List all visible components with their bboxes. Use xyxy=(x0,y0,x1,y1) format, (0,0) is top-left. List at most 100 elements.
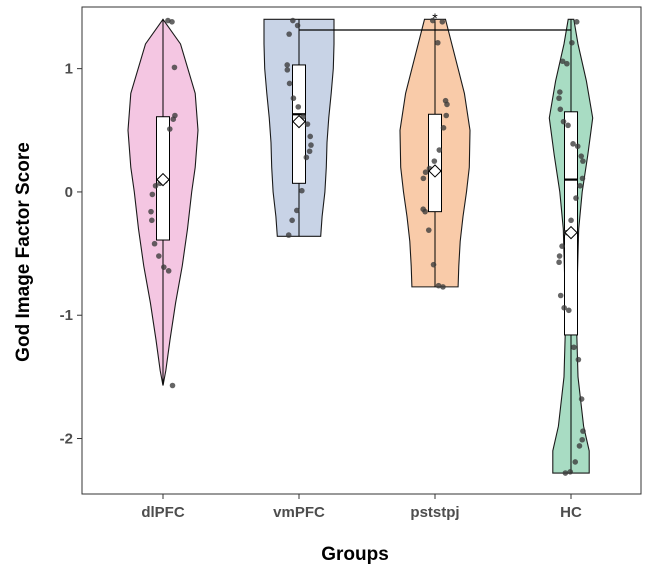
data-point xyxy=(569,39,575,46)
data-point xyxy=(290,95,297,102)
data-point xyxy=(295,104,302,110)
data-point xyxy=(169,382,176,389)
data-point xyxy=(149,191,156,198)
violin-layer xyxy=(127,17,594,476)
data-point xyxy=(306,148,313,155)
x-axis: dlPFC vmPFC pststpj HC xyxy=(141,494,582,521)
data-point xyxy=(286,31,292,37)
violin-group-pststpj xyxy=(399,17,471,290)
significance-label: * xyxy=(432,10,438,26)
data-point xyxy=(557,106,564,113)
data-point xyxy=(444,101,450,108)
data-point xyxy=(151,240,158,247)
data-point xyxy=(580,158,586,164)
data-point xyxy=(562,470,569,476)
data-point xyxy=(171,64,178,71)
data-point xyxy=(576,443,583,449)
iqr-box xyxy=(564,111,578,336)
data-point xyxy=(429,17,436,24)
data-point xyxy=(431,158,438,164)
x-tick-label: pststpj xyxy=(410,504,459,521)
data-point xyxy=(422,208,428,215)
y-tick-label: 0 xyxy=(65,184,73,201)
data-point xyxy=(307,133,314,140)
x-tick-label: vmPFC xyxy=(273,504,325,521)
data-point xyxy=(559,58,566,65)
data-point xyxy=(443,112,450,119)
data-point xyxy=(161,264,167,270)
data-point xyxy=(304,121,311,127)
data-point xyxy=(170,116,177,122)
data-point xyxy=(557,292,564,299)
y-tick-label: -1 xyxy=(60,307,73,324)
data-point xyxy=(579,436,586,443)
data-point xyxy=(420,175,427,182)
y-tick-label: -2 xyxy=(60,431,73,448)
data-point xyxy=(578,153,585,159)
data-point xyxy=(148,208,154,215)
data-point xyxy=(294,22,301,29)
x-tick-label: dlPFC xyxy=(141,504,184,521)
data-point xyxy=(578,396,585,402)
data-point xyxy=(579,175,586,182)
y-tick-label: 1 xyxy=(65,61,73,78)
data-point xyxy=(425,227,432,233)
data-point xyxy=(149,217,155,224)
data-point xyxy=(430,261,437,268)
significance-bracket: * xyxy=(299,10,571,31)
data-point xyxy=(436,147,443,153)
mean-diamond xyxy=(564,225,578,240)
data-point xyxy=(435,282,442,289)
data-point xyxy=(564,60,570,67)
data-point xyxy=(567,469,574,475)
y-axis-title: God Image Factor Score xyxy=(13,142,34,362)
data-point xyxy=(299,187,305,194)
data-point xyxy=(573,18,580,25)
data-point xyxy=(568,217,574,224)
data-point xyxy=(570,141,576,147)
data-point xyxy=(580,428,586,434)
violin-group-dlpfc xyxy=(127,17,199,389)
violin-group-hc xyxy=(548,18,594,476)
data-point xyxy=(289,217,295,224)
data-point xyxy=(169,18,175,25)
data-point xyxy=(571,344,577,351)
data-point xyxy=(422,169,429,176)
data-point xyxy=(575,356,582,363)
data-point xyxy=(557,89,563,95)
data-point xyxy=(434,39,441,46)
violin-group-vmpfc xyxy=(263,17,335,238)
data-point xyxy=(439,18,446,25)
mean-diamond xyxy=(292,114,306,129)
y-axis: 1 0 -1 -2 xyxy=(60,61,82,448)
data-point xyxy=(559,243,565,249)
data-point xyxy=(560,118,567,125)
data-point xyxy=(573,195,579,201)
data-point xyxy=(152,182,159,189)
mean-diamond xyxy=(156,172,170,187)
data-point xyxy=(556,259,562,266)
data-point xyxy=(303,154,310,161)
x-tick-label: HC xyxy=(560,504,582,521)
data-point xyxy=(572,459,579,465)
data-point xyxy=(286,80,293,87)
data-point xyxy=(166,126,173,132)
data-point xyxy=(565,122,571,129)
data-point xyxy=(561,305,567,311)
data-point xyxy=(556,253,563,259)
data-point xyxy=(577,182,583,189)
data-point xyxy=(574,143,581,150)
x-axis-title: Groups xyxy=(321,544,389,565)
data-point xyxy=(293,207,300,214)
data-point xyxy=(440,125,447,131)
data-point xyxy=(284,62,291,68)
data-point xyxy=(290,17,296,24)
data-point xyxy=(165,268,172,274)
data-point xyxy=(566,307,572,314)
data-point xyxy=(285,232,292,238)
data-point xyxy=(556,95,562,102)
data-point xyxy=(156,253,162,259)
data-point xyxy=(308,142,314,148)
data-point xyxy=(284,67,291,73)
